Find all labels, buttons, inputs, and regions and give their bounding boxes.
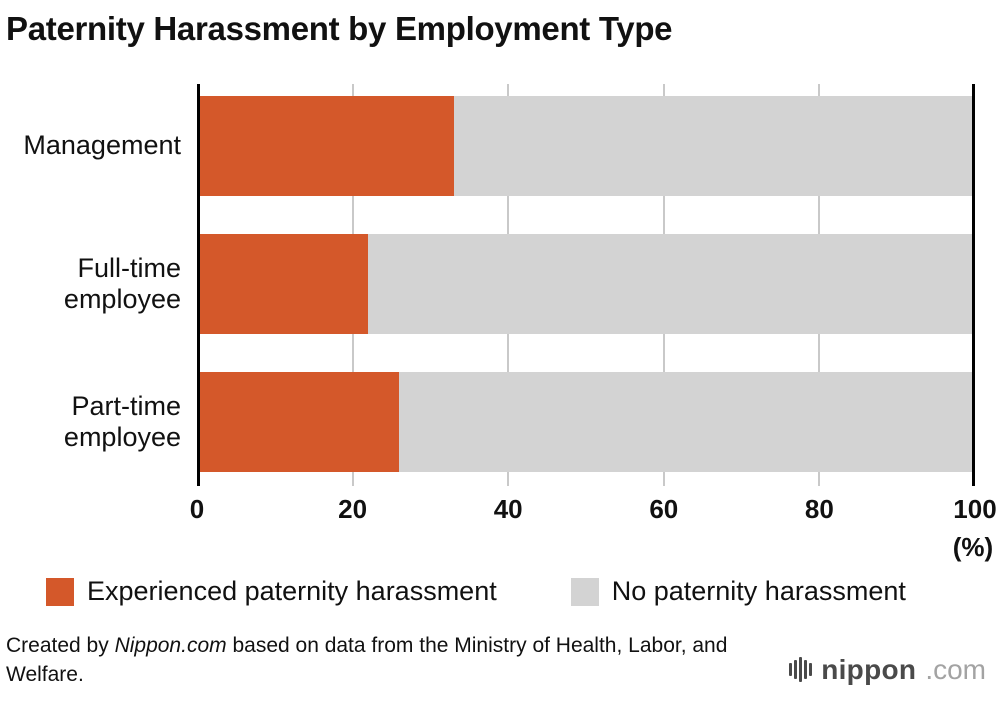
x-axis: (%) 0 20 40 60 80 100 [190,486,997,570]
category-labels: Management Full-time employee Part-time em… [0,84,197,486]
legend-item-no-harassment: No paternity harassment [570,576,906,607]
bar-segment-experienced [197,234,369,334]
bar-segment-experienced [197,96,454,196]
legend-label-no-harassment: No paternity harassment [611,576,906,606]
footer: Created by Nippon.com based on data from… [0,607,1000,690]
bar-segment-experienced [197,372,400,472]
category-label: Management [23,130,181,161]
right-boundary-line [972,84,975,486]
bar-segment-no-harassment [399,372,975,472]
nippon-logo: nippon .com [789,654,986,690]
y-axis-line [197,84,200,486]
bar-segment-no-harassment [453,96,975,196]
x-tick-label-60: 60 [649,494,679,524]
x-tick-label-20: 20 [338,494,368,524]
x-tick-label-40: 40 [493,494,523,524]
x-axis-unit-label: (%) [952,532,994,562]
legend-swatch-experienced [46,577,74,606]
legend: Experienced paternity harassment No pate… [46,576,1000,607]
legend-swatch-no-harassment [570,577,599,606]
category-label: Full-time employee [63,252,181,314]
nippon-logo-bars-icon [789,657,813,683]
legend-label-experienced: Experienced paternity harassment [87,576,497,606]
source-credit: Created by Nippon.com based on data from… [6,631,766,690]
bar-row [197,234,975,334]
bar-segment-no-harassment [368,234,975,334]
plot-wrap: (%) 0 20 40 60 80 100 [190,84,997,570]
legend-item-experienced: Experienced paternity harassment [46,576,497,607]
chart-title: Paternity Harassment by Employment Type [6,10,673,47]
logo-tld-text: .com [925,653,986,685]
bar-row [197,372,975,472]
bar-rows [197,84,975,486]
logo-name-text: nippon [821,653,917,685]
credit-prefix: Created by [6,634,115,657]
x-tick-label-0: 0 [189,494,205,524]
x-tick-label-100: 100 [953,494,997,524]
credit-source-name: Nippon.com [114,634,227,657]
credit-suffix: based on data from the Ministry of Healt… [6,634,728,687]
x-tick-label-80: 80 [804,494,834,524]
plot-area [197,84,975,486]
stacked-bar-chart: Management Full-time employee Part-time em… [0,84,1000,570]
bar-row [197,96,975,196]
category-label: Part-time employee [63,390,181,452]
